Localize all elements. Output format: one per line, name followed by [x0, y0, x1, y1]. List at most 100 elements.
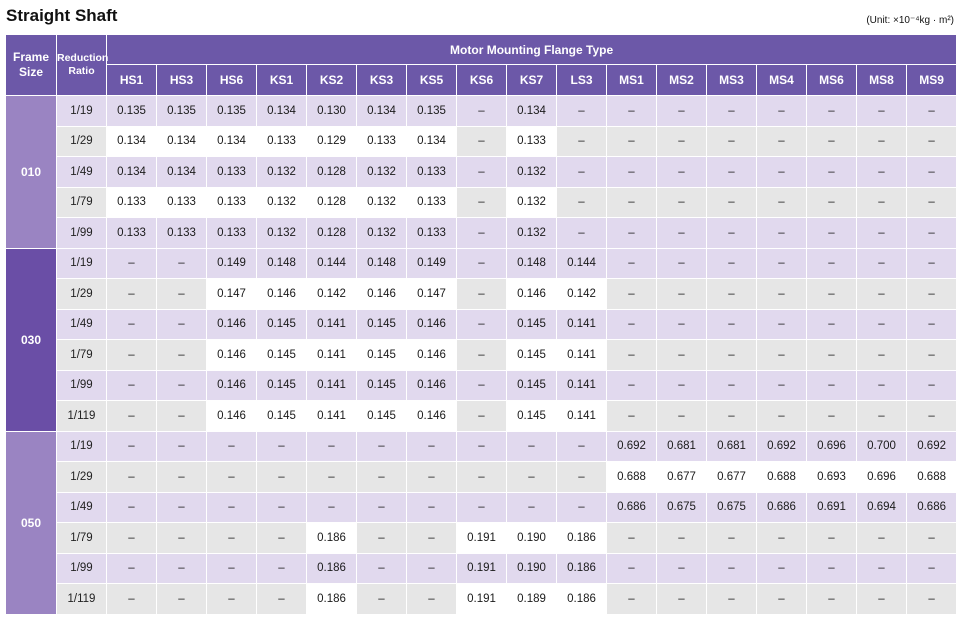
value-cell: – — [606, 125, 657, 157]
value-cell: 0.693 — [806, 461, 857, 493]
value-cell: 0.128 — [306, 186, 357, 218]
ratio-cell: 1/29 — [56, 461, 107, 493]
value-cell: – — [356, 583, 407, 615]
value-cell: 0.145 — [506, 339, 557, 371]
value-cell: – — [606, 278, 657, 310]
value-cell: 0.133 — [256, 125, 307, 157]
value-cell: 0.149 — [406, 247, 457, 279]
value-cell: – — [406, 552, 457, 584]
value-cell: – — [856, 308, 907, 340]
value-cell: – — [706, 247, 757, 279]
value-cell: – — [706, 217, 757, 249]
value-cell: – — [606, 95, 657, 127]
value-cell: – — [306, 491, 357, 523]
value-cell: – — [556, 430, 607, 462]
value-cell: – — [356, 430, 407, 462]
value-cell: 0.148 — [256, 247, 307, 279]
value-cell: – — [256, 552, 307, 584]
value-cell: – — [556, 461, 607, 493]
ratio-cell: 1/119 — [56, 583, 107, 615]
value-cell: 0.681 — [656, 430, 707, 462]
value-cell: 0.191 — [456, 522, 507, 554]
value-cell: 0.129 — [306, 125, 357, 157]
value-cell: – — [156, 583, 207, 615]
table-row: 1/119– –0.146 0.145 0.141 0.145 0.146–0.145 0.… — [6, 400, 958, 432]
value-cell: 0.141 — [306, 369, 357, 401]
value-cell: – — [756, 308, 807, 340]
value-cell: – — [206, 430, 257, 462]
value-cell: – — [806, 552, 857, 584]
value-cell: – — [106, 491, 157, 523]
frame-size-cell: 010 — [5, 95, 57, 249]
value-cell: 0.128 — [306, 217, 357, 249]
value-cell: – — [806, 156, 857, 188]
value-cell: 0.147 — [206, 278, 257, 310]
value-cell: 0.133 — [156, 217, 207, 249]
value-cell: 0.677 — [706, 461, 757, 493]
value-cell: – — [456, 308, 507, 340]
value-cell: 0.132 — [356, 217, 407, 249]
value-cell: 0.141 — [556, 339, 607, 371]
value-cell: – — [606, 369, 657, 401]
value-cell: 0.141 — [306, 339, 357, 371]
value-cell: – — [606, 247, 657, 279]
value-cell: – — [905, 247, 958, 279]
table-row: 1/99– – – –0.186– –0.191 0.190 0.186– – – – – – – — [6, 552, 958, 584]
ratio-cell: 1/29 — [56, 125, 107, 157]
value-cell: – — [856, 400, 907, 432]
value-cell: – — [456, 491, 507, 523]
value-cell: – — [256, 461, 307, 493]
value-cell: – — [306, 461, 357, 493]
value-cell: 0.145 — [356, 339, 407, 371]
table-row: 1/49– –0.146 0.145 0.141 0.145 0.146–0.145 0.1… — [6, 308, 958, 340]
value-cell: – — [506, 491, 557, 523]
value-cell: – — [456, 278, 507, 310]
value-cell: – — [905, 308, 958, 340]
value-cell: 0.149 — [206, 247, 257, 279]
value-cell: – — [556, 95, 607, 127]
value-cell: 0.134 — [206, 125, 257, 157]
value-cell: – — [756, 339, 807, 371]
value-cell: – — [905, 339, 958, 371]
value-cell: – — [656, 522, 707, 554]
value-cell: – — [656, 247, 707, 279]
value-cell: 0.186 — [306, 552, 357, 584]
ratio-cell: 1/79 — [56, 186, 107, 218]
column-header: KS1 — [256, 64, 307, 96]
value-cell: 0.141 — [556, 369, 607, 401]
table-row: 1/29– –0.147 0.146 0.142 0.146 0.147–0.146 0.1… — [6, 278, 958, 310]
ratio-cell: 1/19 — [56, 95, 107, 127]
column-header: MS4 — [756, 64, 807, 96]
table-row: 1/99– –0.146 0.145 0.141 0.145 0.146–0.145 0.1… — [6, 369, 958, 401]
value-cell: – — [556, 491, 607, 523]
table-row: 1/99 0.133 0.133 0.133 0.132 0.128 0.132 0.133–… — [6, 217, 958, 249]
flange-type-header: Motor Mounting Flange Type — [105, 34, 958, 65]
value-cell: – — [106, 583, 157, 615]
value-cell: – — [756, 522, 807, 554]
column-header: HS6 — [206, 64, 257, 96]
value-cell: 0.688 — [905, 461, 958, 493]
value-cell: – — [856, 522, 907, 554]
value-cell: – — [806, 247, 857, 279]
value-cell: – — [106, 278, 157, 310]
table-row: 030 1/19– –0.149 0.148 0.144 0.148 0.149–0.148… — [5, 247, 958, 432]
value-cell: 0.133 — [506, 125, 557, 157]
value-cell: 0.675 — [706, 491, 757, 523]
value-cell: – — [606, 552, 657, 584]
value-cell: – — [456, 461, 507, 493]
column-header: MS9 — [905, 64, 958, 96]
value-cell: – — [606, 583, 657, 615]
value-cell: – — [706, 552, 757, 584]
ratio-cell: 1/99 — [56, 369, 107, 401]
table-row: 1/29 0.134 0.134 0.134 0.133 0.129 0.133 0.134–… — [6, 125, 958, 157]
value-cell: – — [706, 400, 757, 432]
value-cell: 0.142 — [556, 278, 607, 310]
value-cell: – — [706, 125, 757, 157]
value-cell: – — [905, 369, 958, 401]
value-cell: 0.132 — [506, 156, 557, 188]
value-cell: 0.134 — [506, 95, 557, 127]
value-cell: – — [806, 217, 857, 249]
value-cell: – — [406, 583, 457, 615]
value-cell: – — [406, 430, 457, 462]
value-cell: 0.696 — [856, 461, 907, 493]
